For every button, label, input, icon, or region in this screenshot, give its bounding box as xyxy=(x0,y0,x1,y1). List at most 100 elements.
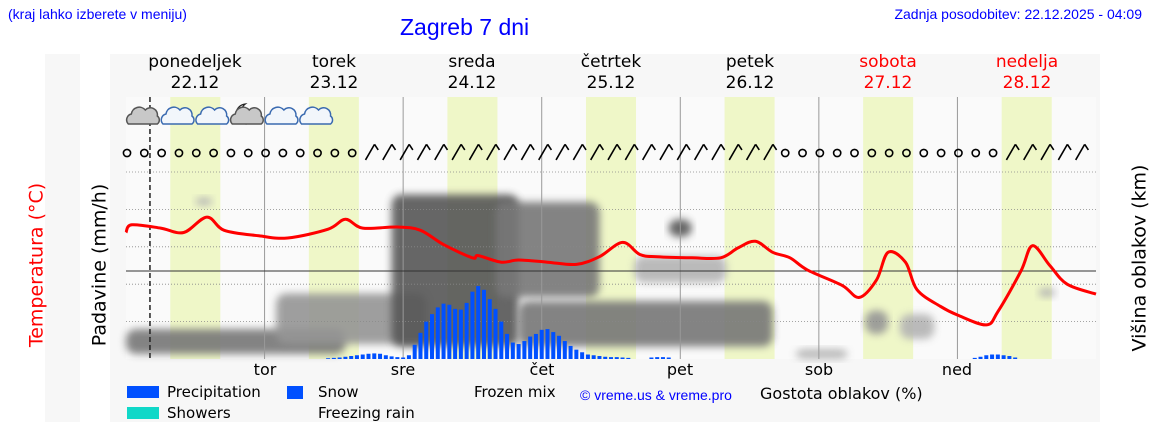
cloudy-icon xyxy=(264,106,299,125)
precipitation-bar xyxy=(476,286,481,359)
wind-barb-icon xyxy=(1040,143,1055,161)
precipitation-bar xyxy=(464,302,469,359)
chart-title: Zagreb 7 dni xyxy=(400,14,530,40)
copyright-link[interactable]: © vreme.us & vreme.pro xyxy=(580,387,732,403)
wind-barb-icon xyxy=(399,143,414,161)
precipitation-bar xyxy=(585,354,590,359)
wind-calm-icon xyxy=(919,148,929,158)
barb-staff xyxy=(693,143,705,161)
precipitation-bar xyxy=(978,356,983,359)
wind-calm-icon xyxy=(174,148,184,158)
wind-barb-icon xyxy=(572,143,587,161)
barb-staff xyxy=(572,143,584,161)
day-name: sobota xyxy=(859,52,917,72)
precipitation-bar xyxy=(470,291,475,359)
wind-calm-icon xyxy=(954,148,963,158)
precipitation-bar xyxy=(649,357,654,359)
barb-feather xyxy=(477,143,483,151)
location-hint: (kraj lahko izberete v meniju) xyxy=(8,6,187,22)
cloud-icon xyxy=(299,106,334,125)
wind-barb-icon xyxy=(659,143,674,161)
barb-feather xyxy=(772,143,778,151)
precipitation-bar xyxy=(418,332,423,359)
day-abbr-tick: sre xyxy=(390,360,416,379)
precipitation-bar xyxy=(609,357,613,359)
temperature-axis-label: Temperatura (°C) xyxy=(25,182,48,348)
wind-calm-icon xyxy=(902,148,911,158)
precipitation-bar xyxy=(539,329,544,359)
barb-feather xyxy=(720,143,726,151)
barb-staff xyxy=(676,143,687,161)
wind-barb-icon xyxy=(763,143,778,161)
barb-staff xyxy=(451,143,462,161)
wind-barb-icon xyxy=(451,143,466,161)
wind-barb-icon xyxy=(503,143,518,161)
wind-calm-icon xyxy=(313,148,322,158)
legend-precipitation: Precipitation xyxy=(167,383,261,401)
barb-feather xyxy=(1014,143,1020,151)
wind-barb-icon xyxy=(1057,143,1072,161)
barb-staff xyxy=(728,143,739,161)
precipitation-bar xyxy=(995,354,1000,359)
barb-feather xyxy=(685,143,691,151)
precipitation-bar xyxy=(557,335,562,359)
precipitation-bar xyxy=(372,353,377,359)
cloud-icon xyxy=(229,106,264,125)
night-cloudy-icon xyxy=(229,103,264,125)
cloud-region xyxy=(195,197,213,206)
wind-calm-icon xyxy=(157,148,167,158)
day-abbr-tick: sob xyxy=(804,360,834,379)
precipitation-bar xyxy=(580,352,585,359)
barb-feather xyxy=(616,143,622,151)
precipitation-bar xyxy=(620,357,625,359)
precipitation-bar xyxy=(990,354,995,359)
barb-feather xyxy=(1049,143,1055,151)
daylight-band xyxy=(170,97,221,359)
wind-calm-icon xyxy=(191,148,201,158)
barb-staff xyxy=(1005,143,1017,161)
barb-feather xyxy=(702,143,708,151)
precipitation-bar xyxy=(972,357,977,359)
wind-barb-icon xyxy=(364,143,379,161)
barb-feather xyxy=(599,143,605,151)
wind-calm-icon xyxy=(330,148,340,158)
cloud-height-axis-label: Višina oblakov (km) xyxy=(1128,164,1151,352)
wind-barb-icon xyxy=(555,143,570,161)
precipitation-bar xyxy=(545,329,550,359)
precipitation-bar xyxy=(441,303,446,359)
barb-feather xyxy=(408,143,414,151)
barb-staff xyxy=(1057,143,1069,161)
day-name: sreda xyxy=(448,52,496,72)
precipitation-bar xyxy=(505,333,510,359)
precipitation-bar xyxy=(331,357,336,359)
precipitation-bar xyxy=(574,349,579,359)
legend-freezing-rain: Freezing rain xyxy=(318,404,415,422)
barb-staff xyxy=(399,143,410,161)
cloud-region xyxy=(518,301,773,347)
day-abbr-tick: pet xyxy=(666,360,694,379)
precipitation-bar xyxy=(435,307,440,359)
wind-barb-icon xyxy=(382,143,397,161)
precipitation-bar xyxy=(510,342,515,359)
precipitation-bar xyxy=(551,332,556,359)
day-name: ponedeljek xyxy=(148,52,242,72)
precipitation-bar xyxy=(597,356,602,359)
precipitation-bar xyxy=(660,357,665,359)
precipitation-bar xyxy=(499,321,504,359)
precipitation-bar xyxy=(516,344,521,359)
wind-calm-icon xyxy=(971,148,981,158)
precipitation-bar xyxy=(1001,355,1006,359)
barb-staff xyxy=(434,143,445,161)
cloud-region xyxy=(1038,287,1056,298)
barb-feather xyxy=(460,143,466,151)
precipitation-bar xyxy=(378,353,383,359)
barb-feather xyxy=(425,143,431,151)
barb-feather xyxy=(1084,143,1090,151)
day-abbr-tick: tor xyxy=(253,360,277,379)
precipitation-bar xyxy=(395,357,400,359)
cloud-region xyxy=(865,310,889,335)
day-name: petek xyxy=(725,52,775,72)
cloud-density-title: Gostota oblakov (%) xyxy=(760,384,923,403)
barb-staff xyxy=(555,143,566,161)
